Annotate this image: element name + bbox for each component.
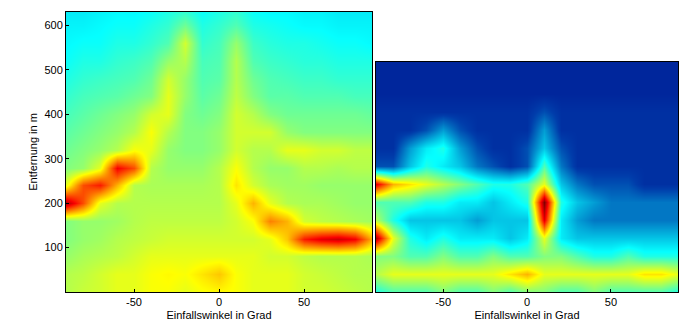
svg-text:600: 600 bbox=[44, 19, 62, 31]
svg-text:Einfallswinkel in Grad: Einfallswinkel in Grad bbox=[166, 309, 271, 321]
svg-text:400: 400 bbox=[44, 108, 62, 120]
svg-text:-50: -50 bbox=[435, 296, 451, 308]
svg-text:Einfallswinkel in Grad: Einfallswinkel in Grad bbox=[474, 309, 579, 321]
svg-text:Entfernung in m: Entfernung in m bbox=[27, 113, 39, 191]
svg-text:0: 0 bbox=[216, 296, 222, 308]
svg-text:-50: -50 bbox=[126, 296, 142, 308]
svg-text:50: 50 bbox=[298, 296, 310, 308]
svg-text:500: 500 bbox=[44, 64, 62, 76]
svg-text:0: 0 bbox=[524, 296, 530, 308]
svg-text:50: 50 bbox=[605, 296, 617, 308]
svg-text:200: 200 bbox=[44, 197, 62, 209]
svg-text:300: 300 bbox=[44, 153, 62, 165]
svg-text:100: 100 bbox=[44, 241, 62, 253]
